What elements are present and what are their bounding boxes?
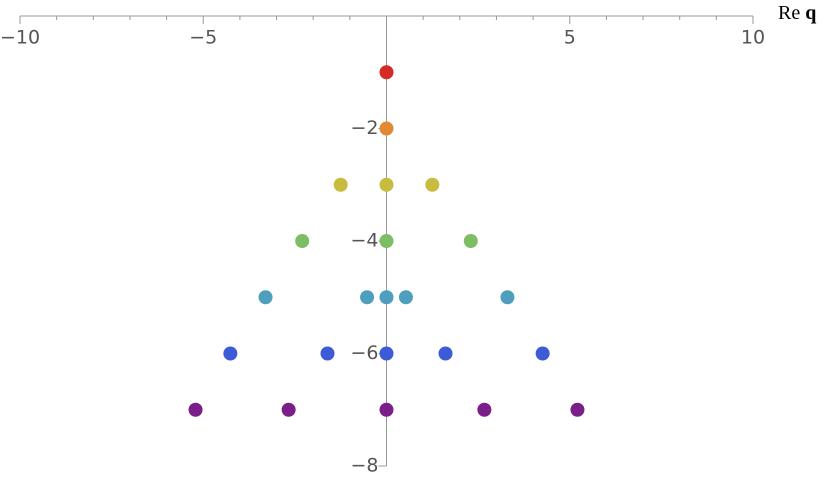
point	[425, 177, 440, 192]
y-tick-label: −8	[350, 455, 378, 477]
point	[223, 346, 238, 361]
point	[477, 402, 492, 417]
point	[535, 346, 550, 361]
point	[398, 290, 413, 305]
point	[258, 290, 273, 305]
y-tick-label: −4	[350, 230, 378, 252]
point	[379, 346, 394, 361]
point	[333, 177, 348, 192]
point	[281, 402, 296, 417]
point	[379, 177, 394, 192]
x-label-re: Re	[778, 2, 800, 24]
point	[379, 290, 394, 305]
point	[360, 290, 375, 305]
point	[500, 290, 515, 305]
x-axis-label: Re q	[778, 2, 816, 24]
point	[379, 65, 394, 80]
point	[379, 121, 394, 136]
y-tick-label: −6	[350, 342, 378, 364]
point	[320, 346, 335, 361]
y-tick-label: −2	[350, 117, 378, 139]
x-tick-label: −5	[189, 27, 217, 49]
point	[570, 402, 585, 417]
point	[463, 234, 478, 248]
point	[295, 234, 310, 248]
point	[438, 346, 453, 361]
point	[188, 402, 203, 417]
x-tick-label: 5	[564, 27, 576, 49]
x-label-q: q	[805, 2, 816, 24]
point	[379, 402, 394, 417]
point	[379, 234, 394, 248]
x-tick-label: −10	[0, 27, 40, 49]
x-tick-label: 10	[741, 27, 765, 49]
